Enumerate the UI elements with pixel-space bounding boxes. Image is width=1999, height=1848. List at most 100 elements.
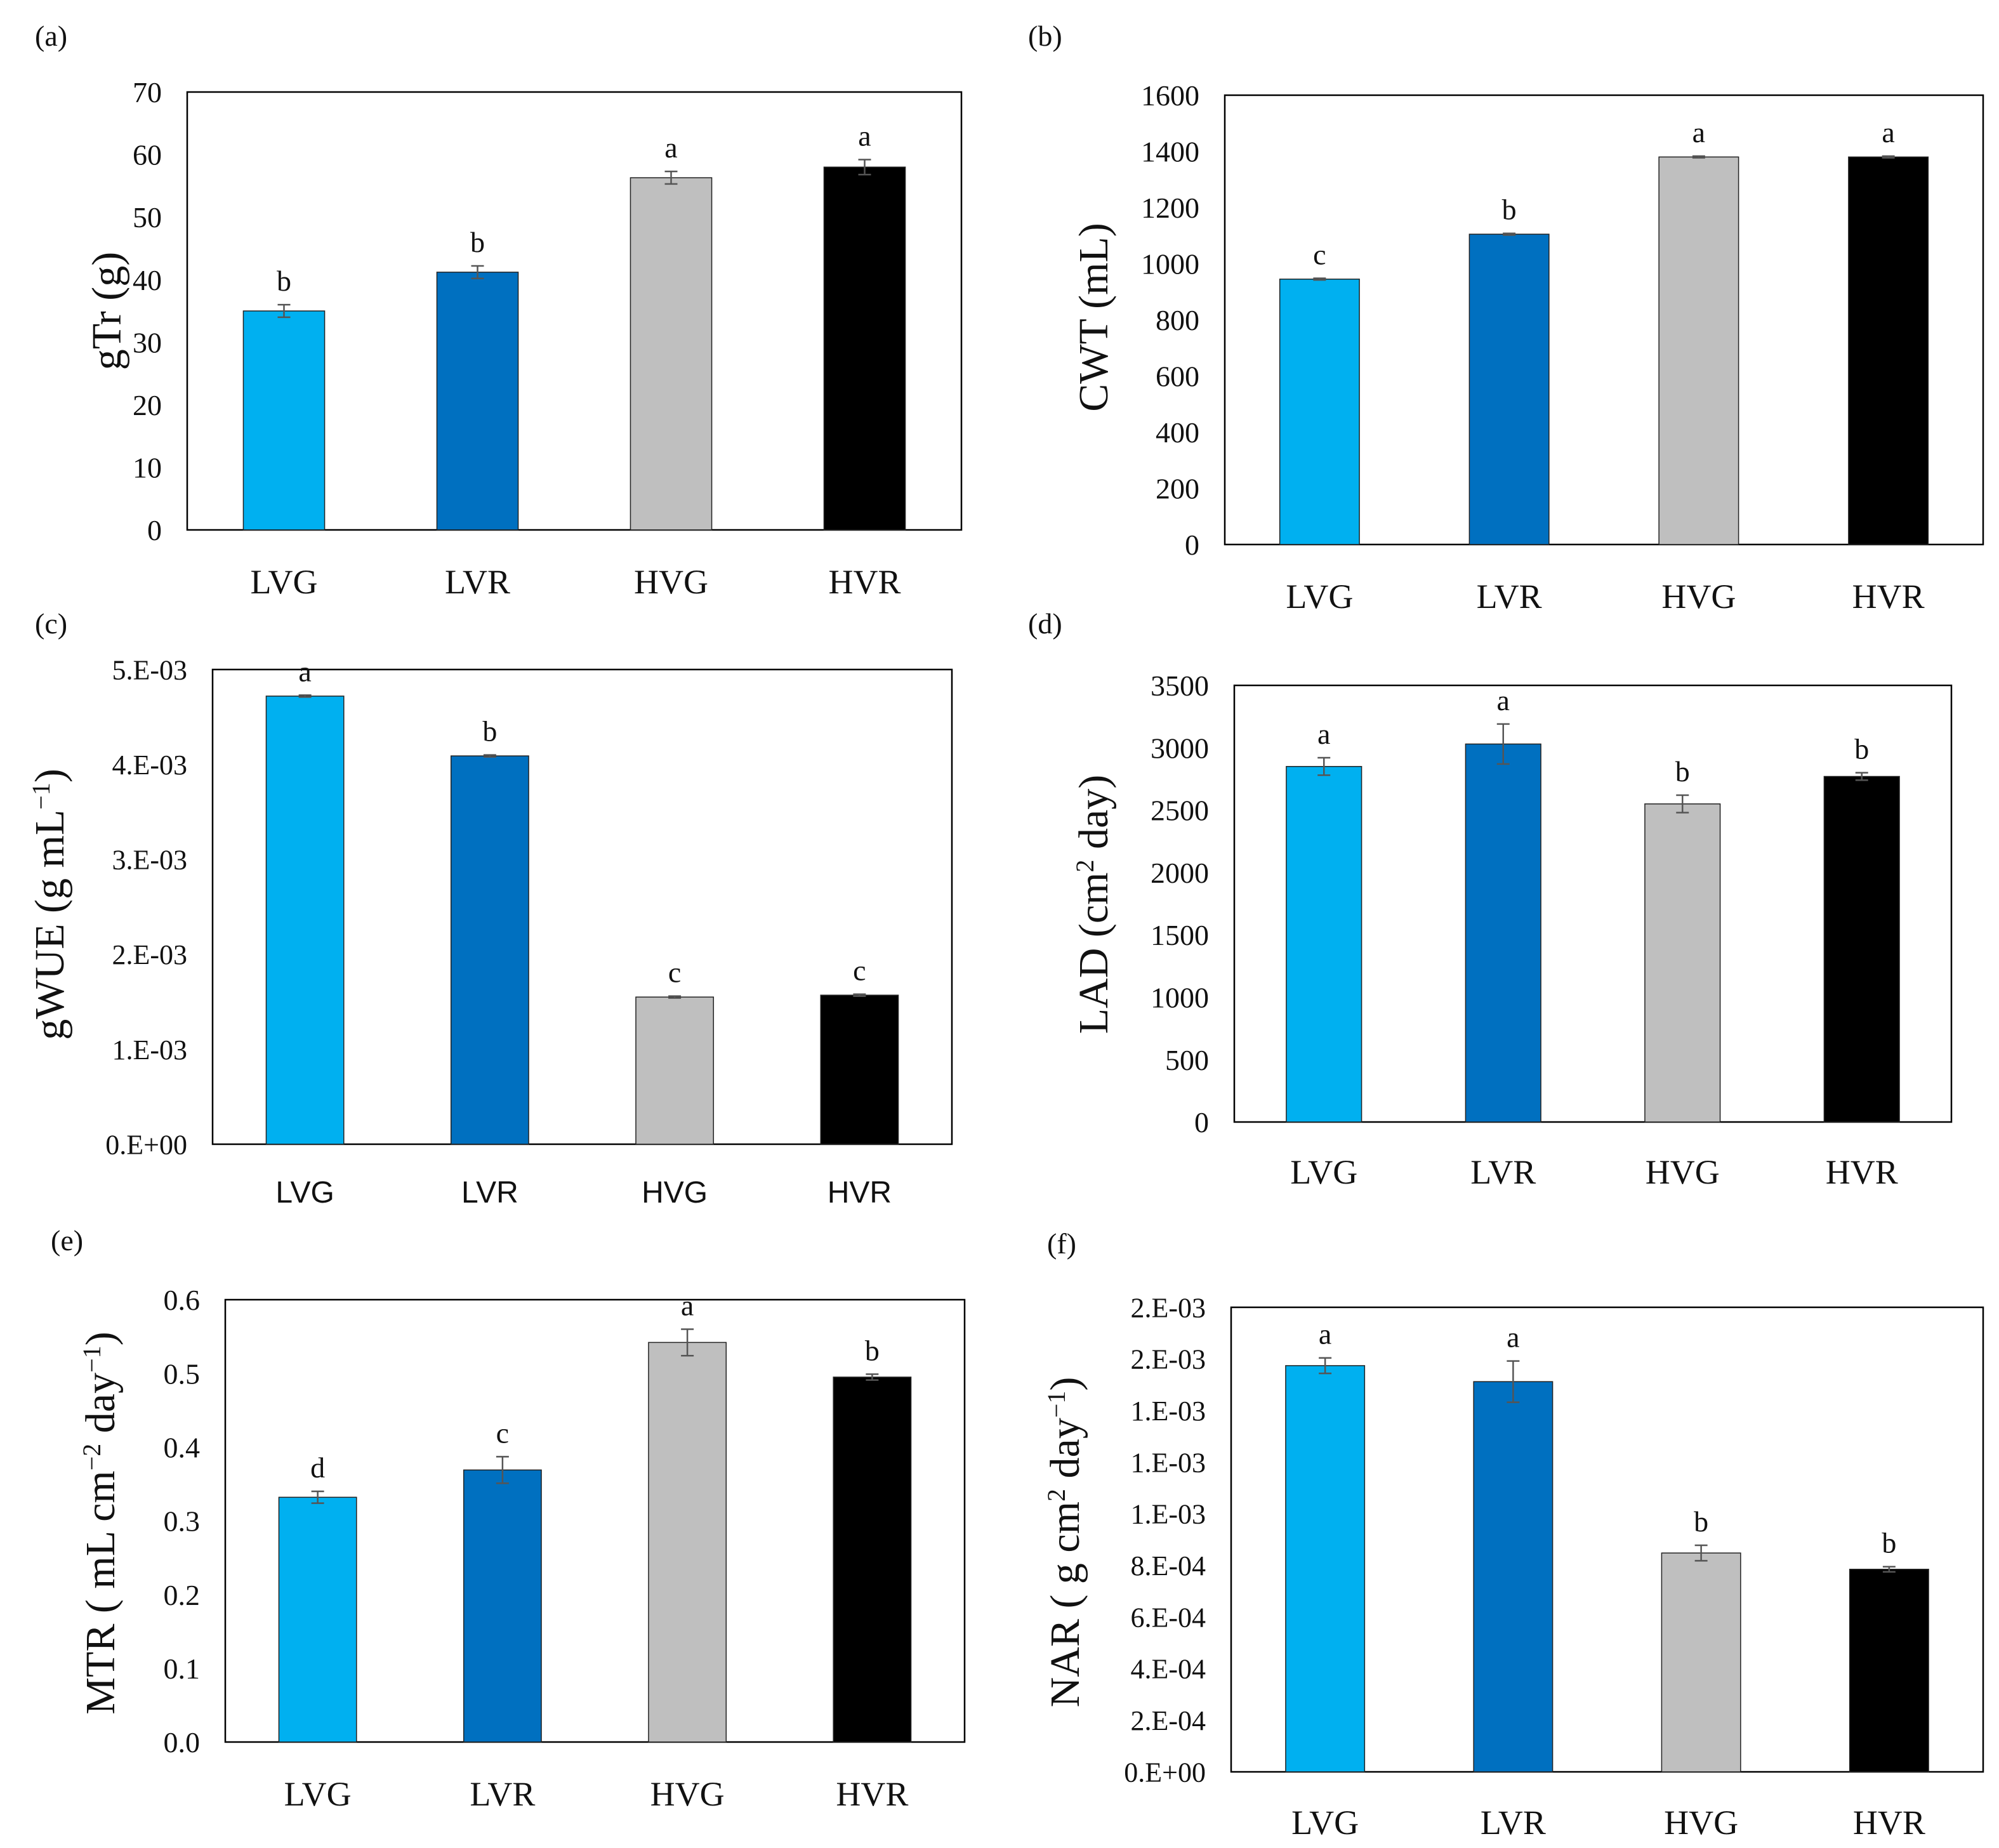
y-tick-label: 2.E-04 [1130, 1705, 1206, 1736]
bar-HVG [1658, 156, 1739, 545]
y-tick-label: 0.4 [164, 1431, 201, 1463]
x-tick-label: HVG [650, 1775, 725, 1813]
x-tick-label: LVR [1481, 1804, 1546, 1842]
plot-frame-c [211, 668, 953, 1145]
panel-a: (a) 0 10 20 30 40 50 60 70 gTr (g) b LVG b LVR a HVG a HV… [35, 20, 963, 601]
significance-letter: b [1854, 733, 1869, 765]
significance-letter: b [1502, 194, 1517, 226]
significance-letter: b [1882, 1527, 1896, 1559]
y-tick-label: 0.1 [164, 1653, 201, 1685]
x-tick-label: LVR [1470, 1153, 1536, 1191]
bar-HVR [833, 1376, 912, 1743]
x-tick-label: LVR [445, 563, 510, 601]
x-tick-label: LVG [1291, 1804, 1359, 1842]
bar-HVG [1661, 1552, 1741, 1772]
significance-letter: a [1319, 1318, 1331, 1350]
y-tick-label: 400 [1156, 416, 1199, 449]
y-tick-label: 1200 [1141, 192, 1199, 224]
plot-frame-a [186, 91, 963, 531]
panel-label-d: (d) [1028, 607, 1062, 640]
bar-HVG [635, 996, 715, 1145]
x-tick-label: LVG [1290, 1153, 1357, 1191]
panel-label-f: (f) [1047, 1227, 1076, 1260]
significance-letter: a [681, 1289, 694, 1321]
y-tick-label: 1.E-03 [1130, 1499, 1206, 1530]
y-tick-label: 4.E-04 [1130, 1654, 1206, 1685]
y-tick-label: 200 [1156, 473, 1199, 505]
x-tick-label: HVR [836, 1775, 908, 1813]
bar-HVR [1848, 156, 1929, 545]
y-tick-label: 0.0 [164, 1726, 201, 1759]
y-tick-label: 10 [133, 452, 162, 484]
x-tick-label: HVR [828, 563, 901, 601]
y-tick-label: 5.E-03 [112, 654, 187, 685]
panel-f: (f) 0.E+00 2.E-04 4.E-04 6.E-04 8.E-04 1.E-03 1… [1042, 1227, 1984, 1842]
x-tick-label: HVR [1853, 1804, 1925, 1842]
x-tick-label: LVG [1286, 578, 1353, 616]
y-tick-label: 1.E-03 [1130, 1447, 1206, 1478]
plot-frame-e [224, 1298, 966, 1743]
y-tick-label: 0.3 [164, 1505, 201, 1538]
significance-letter: b [470, 226, 485, 258]
y-tick-label: 3.E-03 [112, 845, 187, 876]
y-tick-label: 0.E+00 [1124, 1757, 1206, 1788]
x-tick-label: HVR [1826, 1153, 1898, 1191]
x-tick-label: LVG [284, 1775, 352, 1813]
significance-letter: a [1497, 684, 1510, 716]
y-tick-label: 4.E-03 [112, 749, 187, 781]
x-tick-label: LVG [275, 1176, 334, 1210]
plot-frame-b [1224, 94, 1984, 546]
panel-d: (d) 0 500 1000 1500 2000 2500 3000 3500 LAD (cm2 … [1028, 607, 1953, 1191]
y-tick-label: 50 [133, 201, 162, 234]
significance-letter: c [496, 1416, 509, 1449]
bar-HVG [648, 1342, 727, 1743]
significance-letter: d [310, 1451, 325, 1484]
y-tick-label: 1000 [1141, 248, 1199, 280]
y-tick-label: 6.E-04 [1130, 1602, 1206, 1633]
x-tick-label: LVR [470, 1775, 535, 1813]
panel-label-e: (e) [51, 1224, 83, 1257]
bar-HVR [1849, 1569, 1929, 1772]
panel-c: (c) 0.E+00 1.E-03 2.E-03 3.E-03 4.E-03 5.E-03 g… [27, 607, 953, 1210]
significance-letter: a [664, 131, 677, 164]
y-tick-label: 40 [133, 264, 162, 296]
y-tick-label: 0.2 [164, 1579, 201, 1611]
y-tick-label: 1600 [1141, 79, 1199, 112]
y-tick-label: 2.E-03 [1130, 1344, 1206, 1375]
y-tick-label: 500 [1165, 1044, 1209, 1076]
y-tick-label: 2500 [1151, 795, 1209, 827]
y-axis-title-e: MTR ( mL cm−2 day−1) [77, 1331, 124, 1714]
y-tick-label: 0.6 [164, 1284, 201, 1316]
x-tick-label: HVR [1852, 578, 1925, 616]
bar-HVR [1823, 776, 1900, 1123]
plot-frame-f [1230, 1306, 1984, 1773]
y-tick-label: 0 [147, 514, 162, 546]
y-tick-label: 2.E-03 [1130, 1292, 1206, 1323]
y-tick-label: 0 [1185, 529, 1199, 561]
y-tick-label: 2000 [1151, 857, 1209, 889]
significance-letter: c [853, 954, 866, 987]
x-tick-label: HVG [1646, 1153, 1720, 1191]
y-tick-label: 1000 [1151, 982, 1209, 1014]
significance-letter: a [1692, 116, 1705, 148]
x-tick-label: HVG [1664, 1804, 1738, 1842]
significance-letter: b [865, 1334, 880, 1366]
y-axis-title-a: gTr (g) [84, 252, 130, 370]
y-tick-label: 1.E-03 [1130, 1396, 1206, 1427]
y-tick-label: 60 [133, 139, 162, 171]
y-tick-label: 8.E-04 [1130, 1550, 1206, 1581]
y-tick-label: 1.E-03 [112, 1034, 187, 1066]
x-tick-label: LVR [1477, 578, 1542, 616]
y-tick-label: 30 [133, 326, 162, 359]
bar-LVR [1468, 234, 1550, 545]
y-axis-title-c: gWUE (g mL−1) [27, 769, 74, 1040]
x-tick-label: HVG [642, 1176, 708, 1210]
y-tick-label: 600 [1156, 360, 1199, 393]
significance-letter: b [482, 715, 497, 748]
bar-LVR [1473, 1381, 1554, 1772]
y-tick-label: 1400 [1141, 136, 1199, 168]
significance-letter: a [1317, 718, 1330, 750]
panel-label-a: (a) [35, 20, 67, 52]
x-tick-label: HVR [828, 1176, 892, 1210]
